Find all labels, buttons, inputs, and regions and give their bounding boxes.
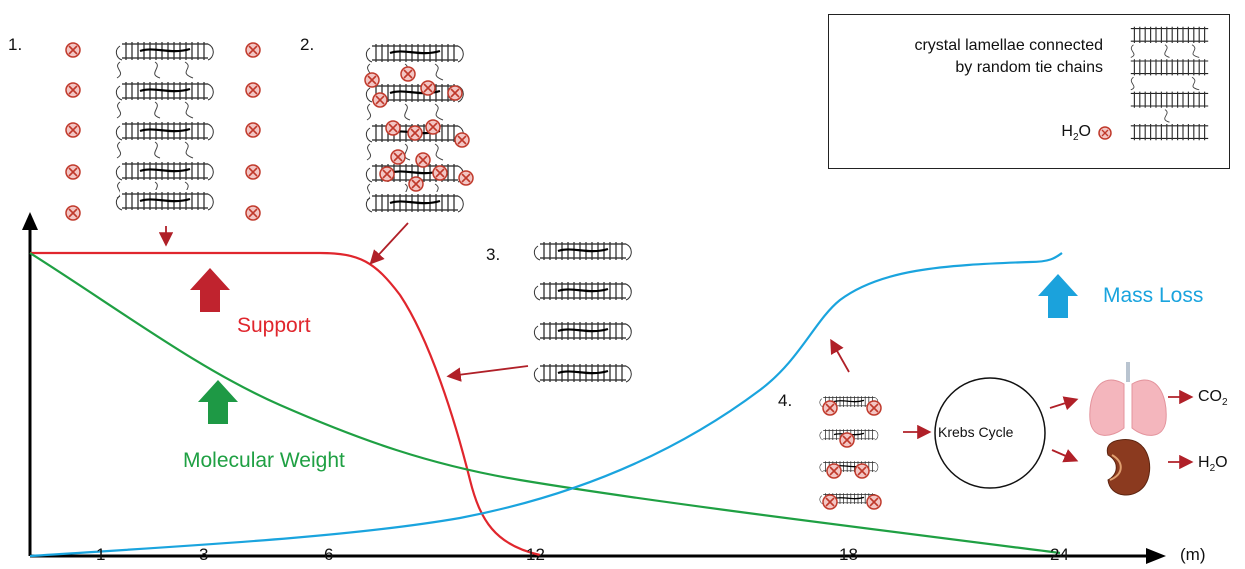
- x-axis-arrowhead: [1146, 548, 1166, 564]
- molecular-weight-label: Molecular Weight: [183, 449, 345, 472]
- mass-loss-curve: [29, 252, 1063, 558]
- krebs-cycle-label: Krebs Cycle: [938, 424, 1014, 440]
- x-tick-18: 18: [839, 545, 858, 564]
- legend-water-label: H2O: [1061, 123, 1091, 144]
- step-2-label: 2.: [300, 35, 315, 54]
- co2-label: CO2: [1198, 388, 1228, 409]
- step3-lamellae-icon: [533, 238, 633, 386]
- step-1-label: 1.: [8, 35, 23, 54]
- step1-lamellae-icon: [115, 38, 215, 214]
- x-axis-unit: (m): [1180, 545, 1206, 564]
- legend-line-2: by random tie chains: [955, 59, 1103, 76]
- pointer-to-kidney: [1051, 449, 1079, 463]
- pointer-to-lungs: [1049, 396, 1079, 411]
- x-tick-1: 1: [96, 545, 106, 564]
- pointer-step2: [369, 222, 409, 265]
- step-3-label: 3.: [486, 245, 501, 264]
- x-tick-24: 24: [1050, 545, 1069, 564]
- mass-loss-label: Mass Loss: [1103, 284, 1204, 307]
- step4-fragments-icon: [819, 394, 882, 510]
- molecular-weight-fat-arrow-icon: [198, 380, 238, 424]
- x-tick-3: 3: [199, 545, 209, 564]
- legend: crystal lamellae connected by random tie…: [828, 14, 1230, 169]
- pointer-step3: [446, 365, 529, 382]
- x-tick-6: 6: [324, 545, 334, 564]
- x-tick-12: 12: [526, 545, 545, 564]
- kidney-icon: [1106, 439, 1151, 496]
- legend-lamellae-icon: [1129, 25, 1210, 141]
- mass-loss-fat-arrow-icon: [1038, 274, 1078, 318]
- support-fat-arrow-icon: [190, 268, 230, 312]
- pointer-step4: [830, 338, 850, 373]
- legend-water-molecule-icon: [1098, 126, 1112, 140]
- krebs-cycle-circle: [934, 377, 1046, 489]
- support-curve: [30, 251, 541, 557]
- molecular-weight-curve: [29, 252, 1061, 555]
- lungs-icon: [1089, 362, 1167, 436]
- h2o-output-label: H2O: [1198, 454, 1228, 475]
- legend-icons: [1098, 25, 1210, 141]
- step-4-label: 4.: [778, 391, 793, 410]
- y-axis-arrowhead: [22, 212, 38, 230]
- support-label: Support: [237, 314, 311, 337]
- legend-line-1: crystal lamellae connected: [914, 37, 1103, 54]
